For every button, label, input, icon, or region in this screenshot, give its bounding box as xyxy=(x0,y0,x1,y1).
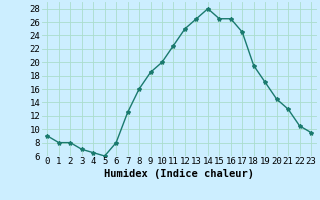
X-axis label: Humidex (Indice chaleur): Humidex (Indice chaleur) xyxy=(104,169,254,179)
